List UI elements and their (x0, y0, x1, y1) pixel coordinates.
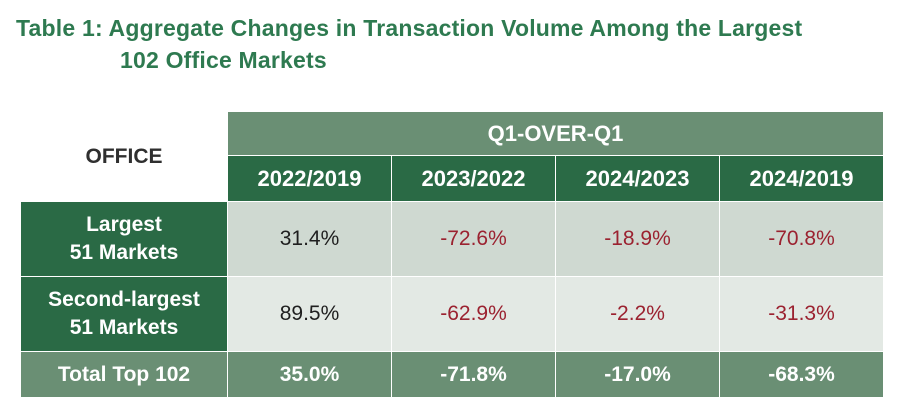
row-label-line-2: 51 Markets (69, 316, 179, 339)
table-cell: -18.9% (555, 201, 720, 277)
table-title: Table 1: Aggregate Changes in Transactio… (16, 12, 802, 76)
table-row: Second-largest 51 Markets 89.5% -62.9% -… (20, 276, 884, 352)
title-line-1: Table 1: Aggregate Changes in Transactio… (16, 15, 803, 41)
total-cell: -68.3% (719, 351, 884, 398)
row-label-line-2: 51 Markets (69, 241, 179, 264)
column-header: 2022/2019 (227, 155, 392, 202)
header-row-2: 2022/2019 2023/2022 2024/2023 2024/2019 (21, 155, 884, 202)
table-cell: -2.2% (555, 276, 720, 352)
row-label-line-1: Largest (86, 213, 162, 236)
header-row-1: OFFICE Q1-OVER-Q1 (20, 110, 884, 202)
transaction-volume-table: OFFICE Q1-OVER-Q1 2022/2019 2023/2022 20… (20, 110, 884, 398)
table-cell: 31.4% (227, 201, 392, 277)
group-header: Q1-OVER-Q1 (227, 110, 884, 157)
table-cell: -72.6% (391, 201, 556, 277)
total-row: Total Top 102 35.0% -71.8% -17.0% -68.3% (20, 351, 884, 398)
total-cell: -71.8% (391, 351, 556, 398)
total-row-label: Total Top 102 (20, 351, 228, 398)
corner-label: OFFICE (20, 111, 228, 202)
table-row: Largest 51 Markets 31.4% -72.6% -18.9% -… (20, 201, 884, 277)
row-label: Largest 51 Markets (20, 201, 228, 277)
title-line-2: 102 Office Markets (120, 47, 327, 73)
row-label: Second-largest 51 Markets (20, 276, 228, 352)
column-header: 2024/2019 (719, 155, 884, 202)
total-cell: 35.0% (227, 351, 392, 398)
table-cell: -70.8% (719, 201, 884, 277)
total-cell: -17.0% (555, 351, 720, 398)
table-cell: 89.5% (227, 276, 392, 352)
column-header: 2023/2022 (391, 155, 556, 202)
row-label-line-1: Second-largest (48, 288, 200, 311)
table-cell: -31.3% (719, 276, 884, 352)
column-header: 2024/2023 (555, 155, 720, 202)
table-cell: -62.9% (391, 276, 556, 352)
